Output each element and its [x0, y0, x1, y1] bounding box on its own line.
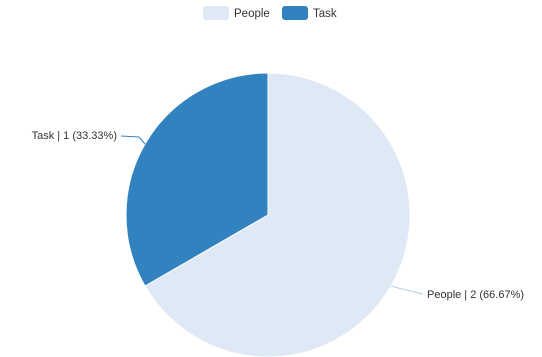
- slice-label-people: People | 2 (66.67%): [427, 289, 524, 301]
- legend-item-people[interactable]: People: [203, 6, 270, 20]
- leader-line-task: [120, 135, 146, 145]
- legend-label-task: Task: [313, 8, 337, 20]
- legend-item-task[interactable]: Task: [282, 6, 337, 20]
- pie-slice-task[interactable]: [125, 72, 269, 287]
- legend-label-people: People: [234, 8, 270, 20]
- chart-legend: People Task: [203, 6, 337, 20]
- slice-label-task: Task | 1 (33.33%): [32, 130, 117, 142]
- pie-labels: People | 2 (66.67%) Task | 1 (33.33%): [32, 130, 524, 301]
- legend-swatch-people: [203, 6, 229, 20]
- pie-slices: [125, 72, 411, 357]
- leader-line-people: [390, 285, 424, 295]
- legend-swatch-task: [282, 6, 308, 20]
- pie-slice-people[interactable]: [144, 72, 411, 357]
